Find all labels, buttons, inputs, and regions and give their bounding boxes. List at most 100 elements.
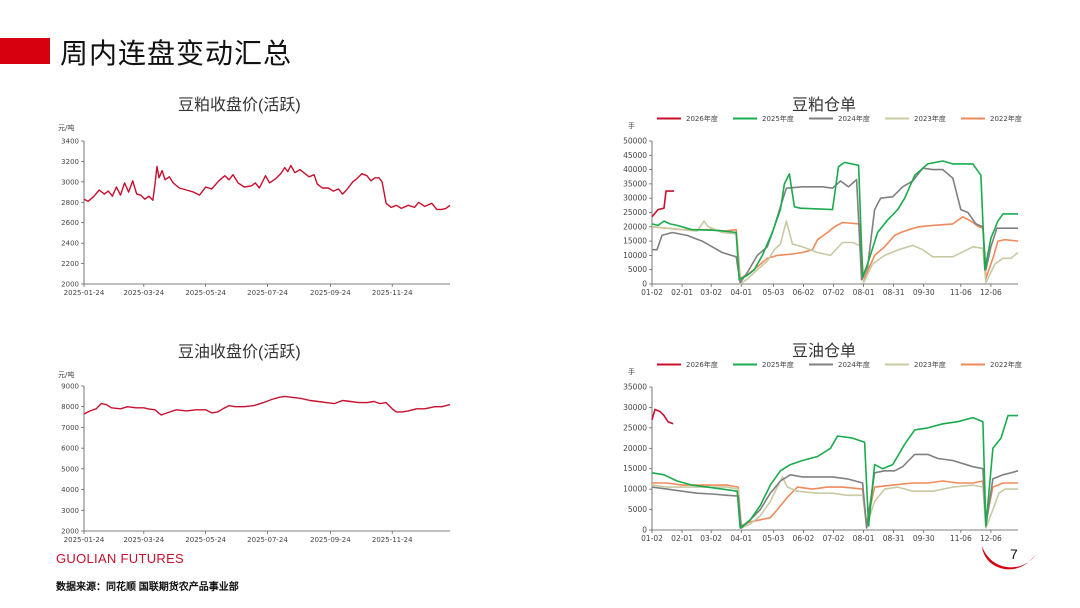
x-tick-label: 04-01 (730, 288, 752, 297)
y-unit-label: 手 (628, 367, 635, 376)
x-tick-label: 02-01 (671, 534, 693, 543)
y-tick-label: 5000 (61, 465, 79, 473)
y-tick-label: 0 (642, 526, 647, 535)
y-tick-label: 20000 (623, 444, 647, 453)
y-tick-label: 35000 (623, 179, 647, 188)
y-tick-label: 15000 (623, 237, 647, 246)
legend-label: 2024年度 (838, 114, 870, 123)
x-tick-label: 2025-03-24 (123, 536, 164, 544)
series-line (651, 220, 1019, 285)
y-tick-label: 15000 (623, 464, 647, 473)
x-tick-label: 08-01 (853, 288, 875, 297)
y-tick-label: 5000 (628, 505, 647, 514)
x-tick-label: 2025-07-24 (247, 289, 288, 297)
x-tick-label: 01-02 (641, 534, 663, 543)
y-tick-label: 5000 (628, 265, 647, 274)
x-tick-label: 2025-11-24 (372, 536, 413, 544)
x-tick-label: 2025-01-24 (64, 536, 105, 544)
y-tick-label: 50000 (623, 137, 647, 146)
series-line (651, 190, 675, 218)
y-tick-label: 3200 (61, 158, 79, 166)
x-tick-label: 09-30 (913, 288, 935, 297)
series-line (651, 476, 1018, 529)
x-tick-label: 03-02 (700, 288, 722, 297)
y-tick-label: 4000 (61, 486, 79, 494)
y-tick-label: 3000 (61, 178, 79, 186)
x-tick-label: 12-06 (980, 288, 1002, 297)
series-line (651, 414, 1018, 529)
y-tick-label: 45000 (623, 151, 647, 160)
header-accent-bar (0, 38, 50, 64)
x-tick-label: 2025-05-24 (185, 289, 226, 297)
y-tick-label: 3400 (61, 138, 79, 146)
legend-label: 2022年度 (990, 114, 1022, 123)
series-line (83, 164, 451, 211)
y-tick-label: 9000 (61, 383, 79, 391)
x-tick-label: 06-02 (793, 288, 815, 297)
y-tick-label: 0 (642, 280, 647, 289)
y-tick-label: 30000 (623, 403, 647, 412)
x-tick-label: 03-02 (700, 534, 722, 543)
legend-label: 2023年度 (914, 114, 946, 123)
x-tick-label: 05-03 (762, 534, 784, 543)
y-tick-label: 7000 (61, 424, 79, 432)
y-tick-label: 2000 (61, 281, 79, 289)
page-number: 7 (1010, 546, 1018, 562)
x-tick-label: 2025-09-24 (310, 536, 351, 544)
y-tick-label: 20000 (623, 222, 647, 231)
legend-label: 2024年度 (838, 360, 870, 369)
meal-receipts-title: 豆粕仓单 (792, 97, 857, 114)
x-tick-label: 2025-05-24 (185, 536, 226, 544)
x-tick-label: 2025-03-24 (123, 289, 164, 297)
y-unit-label: 元/吨 (58, 370, 74, 379)
y-tick-label: 2000 (61, 528, 79, 536)
y-tick-label: 25000 (623, 208, 647, 217)
swoosh-decoration-icon (982, 546, 1036, 570)
series-line (651, 408, 674, 425)
y-unit-label: 手 (628, 121, 635, 130)
x-tick-label: 2025-09-24 (310, 289, 351, 297)
series-line (652, 167, 1018, 284)
x-tick-label: 08-31 (883, 534, 905, 543)
x-tick-label: 08-01 (853, 534, 875, 543)
legend-label: 2023年度 (914, 360, 946, 369)
data-source-note: 数据来源：同花顺 国联期货农产品事业部 (56, 582, 239, 593)
x-tick-label: 2025-11-24 (372, 289, 413, 297)
y-tick-label: 10000 (623, 485, 647, 494)
x-tick-label: 11-06 (950, 288, 972, 297)
y-tick-label: 10000 (623, 251, 647, 260)
series-line (652, 480, 1018, 527)
series-line (651, 453, 1019, 529)
y-tick-label: 2800 (61, 199, 79, 207)
y-tick-label: 2600 (61, 219, 79, 227)
legend-label: 2025年度 (762, 360, 794, 369)
x-tick-label: 05-03 (762, 288, 784, 297)
oil-receipts-title: 豆油仓单 (792, 343, 857, 360)
x-tick-label: 2025-01-24 (64, 289, 105, 297)
y-tick-label: 8000 (61, 403, 79, 411)
x-tick-label: 07-02 (823, 534, 845, 543)
x-tick-label: 09-30 (913, 534, 935, 543)
x-tick-label: 07-02 (823, 288, 845, 297)
x-tick-label: 01-02 (641, 288, 663, 297)
meal-price-title: 豆粕收盘价(活跃) (178, 97, 301, 114)
oil-price-title: 豆油收盘价(活跃) (178, 344, 301, 361)
y-tick-label: 30000 (623, 194, 647, 203)
legend-label: 2026年度 (686, 114, 718, 123)
x-tick-label: 06-02 (793, 534, 815, 543)
x-tick-label: 02-01 (671, 288, 693, 297)
y-tick-label: 3000 (61, 507, 79, 515)
brand-logo-text: GUOLIAN FUTURES (56, 551, 185, 566)
y-tick-label: 35000 (623, 383, 647, 392)
legend-label: 2022年度 (990, 360, 1022, 369)
x-tick-label: 04-01 (730, 534, 752, 543)
y-tick-label: 2400 (61, 240, 79, 248)
y-tick-label: 40000 (623, 165, 647, 174)
y-tick-label: 2200 (61, 260, 79, 268)
legend-label: 2025年度 (762, 114, 794, 123)
y-unit-label: 元/吨 (58, 123, 74, 132)
